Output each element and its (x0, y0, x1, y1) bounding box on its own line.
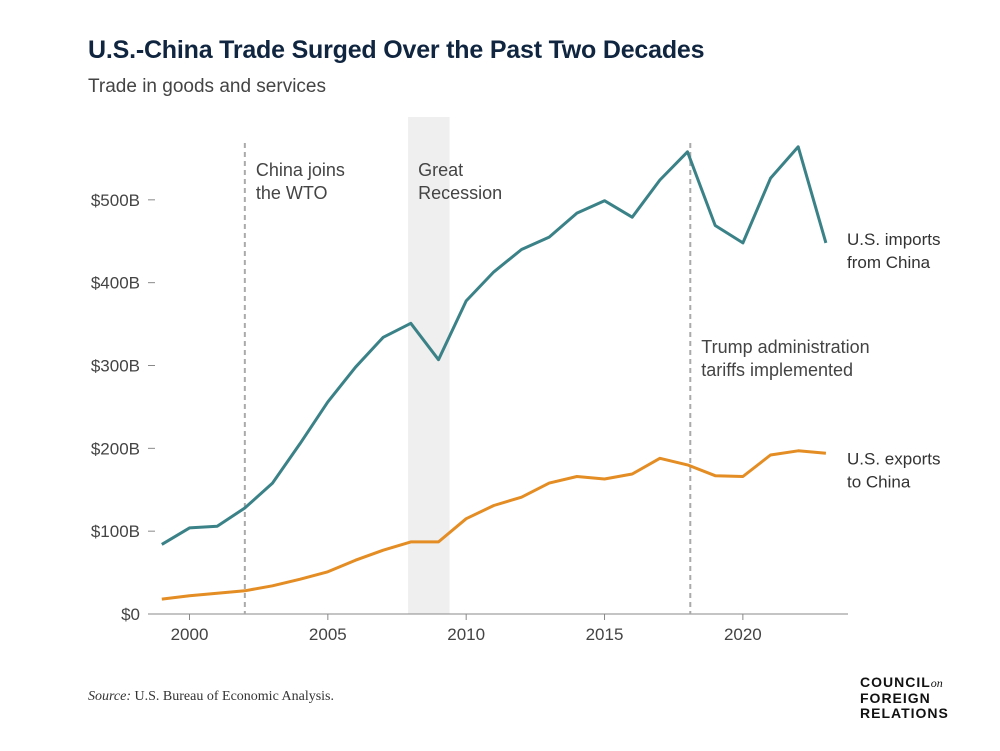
cfr-logo: COUNCILon FOREIGN RELATIONS (860, 675, 949, 721)
x-tick-label: 2020 (724, 625, 762, 644)
exports-series-line (161, 449, 827, 601)
annotation-label: China joins (256, 160, 345, 180)
annotation-label: the WTO (256, 183, 328, 203)
chart-subtitle: Trade in goods and services (88, 76, 326, 97)
source-text: U.S. Bureau of Economic Analysis. (134, 689, 335, 704)
y-tick-label: $400B (91, 274, 140, 293)
recession-band (408, 117, 450, 614)
chart-title: U.S.-China Trade Surged Over the Past Tw… (88, 36, 705, 64)
annotation-label: tariffs implemented (701, 360, 853, 380)
annotation-label: Great (418, 160, 463, 180)
logo-on: on (930, 676, 943, 690)
y-tick-label: $300B (91, 357, 140, 376)
y-tick-label: $500B (91, 191, 140, 210)
logo-line3: RELATIONS (860, 705, 949, 721)
y-tick-label: $0 (121, 605, 140, 624)
source-label: Source: (88, 689, 132, 704)
annotation-label: Trump administration (701, 337, 869, 357)
source-note: Source: U.S. Bureau of Economic Analysis… (88, 689, 334, 705)
logo-line2: FOREIGN (860, 690, 931, 706)
y-tick-label: $200B (91, 439, 140, 458)
x-tick-label: 2005 (309, 625, 347, 644)
annotation-label: Recession (418, 183, 502, 203)
exports-series-label: to China (847, 472, 911, 491)
x-tick-label: 2015 (586, 625, 624, 644)
imports-series-label: from China (847, 253, 931, 272)
y-tick-label: $100B (91, 522, 140, 541)
exports-series-label: U.S. exports (847, 449, 941, 468)
x-tick-label: 2000 (171, 625, 209, 644)
imports-series-line (161, 145, 828, 546)
imports-series-label: U.S. imports (847, 230, 941, 249)
logo-line1: COUNCIL (860, 674, 931, 690)
x-tick-label: 2010 (447, 625, 485, 644)
